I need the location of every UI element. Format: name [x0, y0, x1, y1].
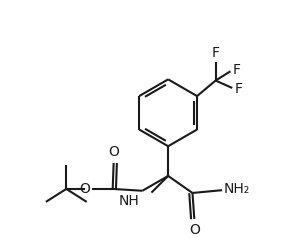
Text: F: F	[212, 46, 219, 60]
Text: F: F	[234, 82, 242, 96]
Text: NH₂: NH₂	[224, 182, 250, 196]
Text: O: O	[79, 182, 90, 196]
Text: O: O	[189, 223, 200, 237]
Text: O: O	[108, 145, 119, 159]
Text: F: F	[232, 63, 240, 77]
Text: NH: NH	[119, 193, 140, 208]
